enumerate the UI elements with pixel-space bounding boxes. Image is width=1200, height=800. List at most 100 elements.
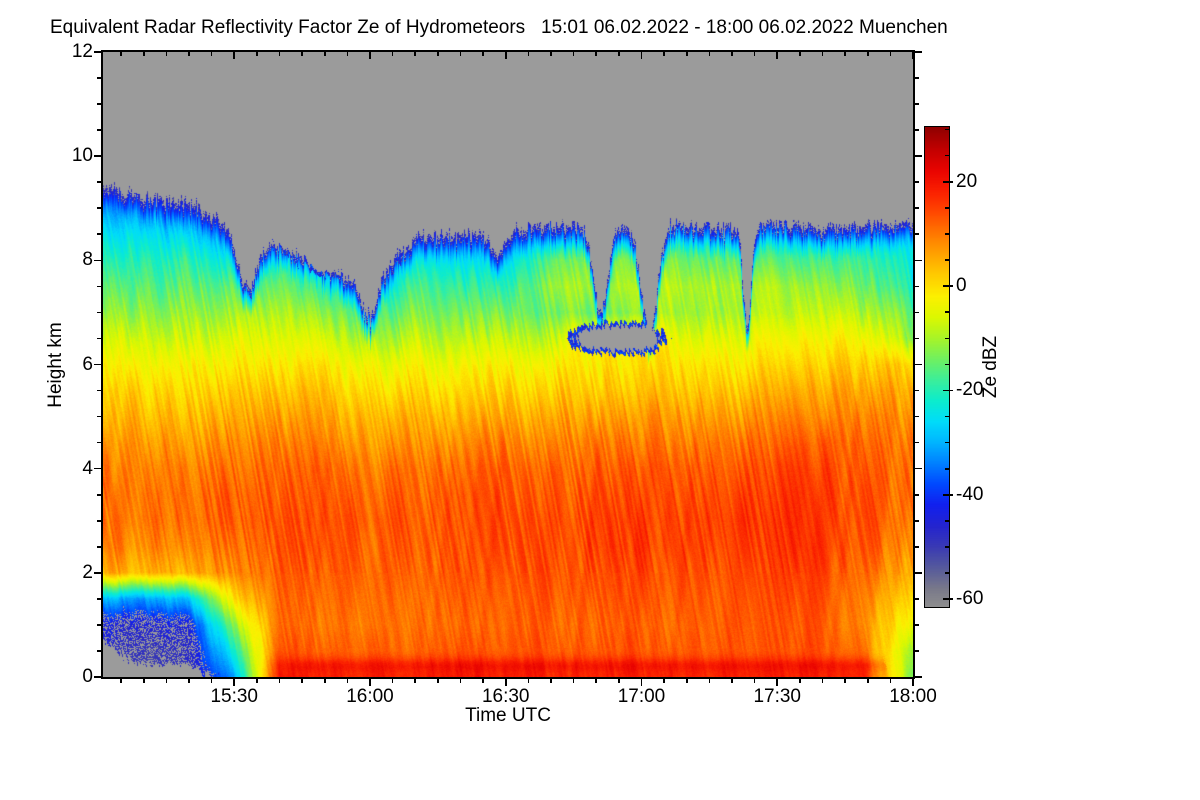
tick-mark (391, 52, 394, 56)
tick-mark (731, 679, 733, 683)
tick-mark (776, 679, 779, 686)
tick-mark (708, 52, 711, 56)
tick-mark (94, 259, 101, 262)
tick-mark (945, 207, 949, 209)
y-tick-label: 8 (82, 249, 93, 271)
x-tick-label: 17:00 (617, 686, 666, 707)
tick-mark (572, 679, 575, 683)
colorbar-canvas (925, 127, 949, 607)
tick-mark (945, 337, 949, 340)
tick-mark (915, 415, 919, 418)
tick-mark (414, 679, 417, 683)
tick-mark (459, 679, 462, 683)
tick-mark (572, 52, 575, 56)
tick-mark (527, 679, 530, 683)
tick-mark (97, 129, 101, 131)
tick-mark (945, 415, 949, 418)
tick-mark (945, 546, 949, 548)
tick-mark (915, 285, 919, 288)
tick-mark (278, 679, 281, 683)
tick-mark (97, 598, 101, 600)
tick-mark (97, 337, 101, 340)
tick-mark (915, 311, 919, 314)
x-tick-label: 18:00 (889, 686, 937, 707)
tick-mark (663, 52, 665, 56)
tick-mark (866, 679, 869, 683)
tick-mark (943, 285, 953, 287)
tick-mark (915, 493, 919, 496)
y-tick-label: 12 (71, 41, 93, 62)
tick-mark (346, 679, 349, 683)
y-tick-label: 6 (82, 353, 93, 375)
tick-mark (504, 679, 507, 686)
tick-mark (97, 650, 101, 652)
tick-mark (97, 233, 101, 236)
tick-mark (915, 233, 919, 236)
tick-mark (915, 363, 922, 366)
tick-mark (685, 679, 688, 683)
tick-mark (945, 363, 949, 366)
tick-mark (799, 52, 801, 56)
tick-mark (323, 52, 326, 56)
tick-mark (799, 679, 801, 683)
tick-mark (323, 679, 326, 683)
tick-mark (595, 52, 598, 56)
tick-mark (945, 311, 949, 313)
tick-mark (97, 624, 101, 626)
tick-mark (915, 77, 919, 79)
tick-mark (391, 679, 394, 683)
tick-mark (94, 676, 101, 678)
tick-mark (94, 155, 101, 157)
tick-mark (437, 52, 439, 56)
tick-mark (97, 493, 101, 496)
tick-mark (708, 679, 711, 683)
reflectivity-heatmap-canvas (103, 52, 913, 677)
tick-mark (97, 389, 101, 392)
tick-mark (97, 181, 101, 183)
tick-mark (97, 103, 101, 105)
tick-mark (97, 311, 101, 314)
tick-mark (663, 679, 665, 683)
tick-mark (915, 155, 922, 157)
x-tick-label: 17:30 (753, 686, 801, 707)
colorbar-tick-label: -20 (956, 379, 984, 401)
tick-mark (120, 679, 122, 683)
tick-mark (527, 52, 530, 56)
colorbar-tick-label: 0 (956, 275, 967, 297)
tick-mark (912, 52, 914, 59)
tick-mark (188, 679, 190, 683)
tick-mark (595, 679, 598, 683)
tick-mark (482, 679, 484, 683)
tick-mark (369, 679, 371, 686)
tick-mark (731, 52, 733, 56)
tick-mark (915, 624, 919, 626)
tick-mark (915, 467, 922, 470)
tick-mark (165, 52, 168, 56)
tick-mark (459, 52, 462, 56)
x-tick-label: 16:00 (346, 686, 394, 707)
tick-mark (889, 679, 892, 683)
tick-mark (97, 285, 101, 288)
tick-mark (915, 259, 922, 262)
plot-title: Equivalent Radar Reflectivity Factor Ze … (50, 17, 948, 38)
tick-mark (915, 676, 922, 678)
tick-mark (915, 441, 919, 444)
tick-mark (945, 520, 949, 522)
tick-mark (945, 233, 949, 235)
tick-mark (945, 154, 949, 157)
tick-mark (945, 467, 949, 470)
tick-mark (550, 679, 552, 683)
tick-mark (915, 207, 919, 210)
tick-mark (821, 52, 824, 56)
tick-mark (97, 441, 101, 444)
y-tick-label: 10 (71, 145, 93, 167)
tick-mark (943, 389, 953, 392)
x-axis-label: Time UTC (465, 705, 551, 726)
tick-mark (943, 180, 953, 183)
tick-mark (943, 494, 953, 496)
tick-mark (753, 52, 756, 56)
tick-mark (94, 363, 101, 366)
x-tick-label: 16:30 (481, 686, 530, 707)
tick-mark (97, 415, 101, 418)
tick-mark (945, 572, 949, 574)
